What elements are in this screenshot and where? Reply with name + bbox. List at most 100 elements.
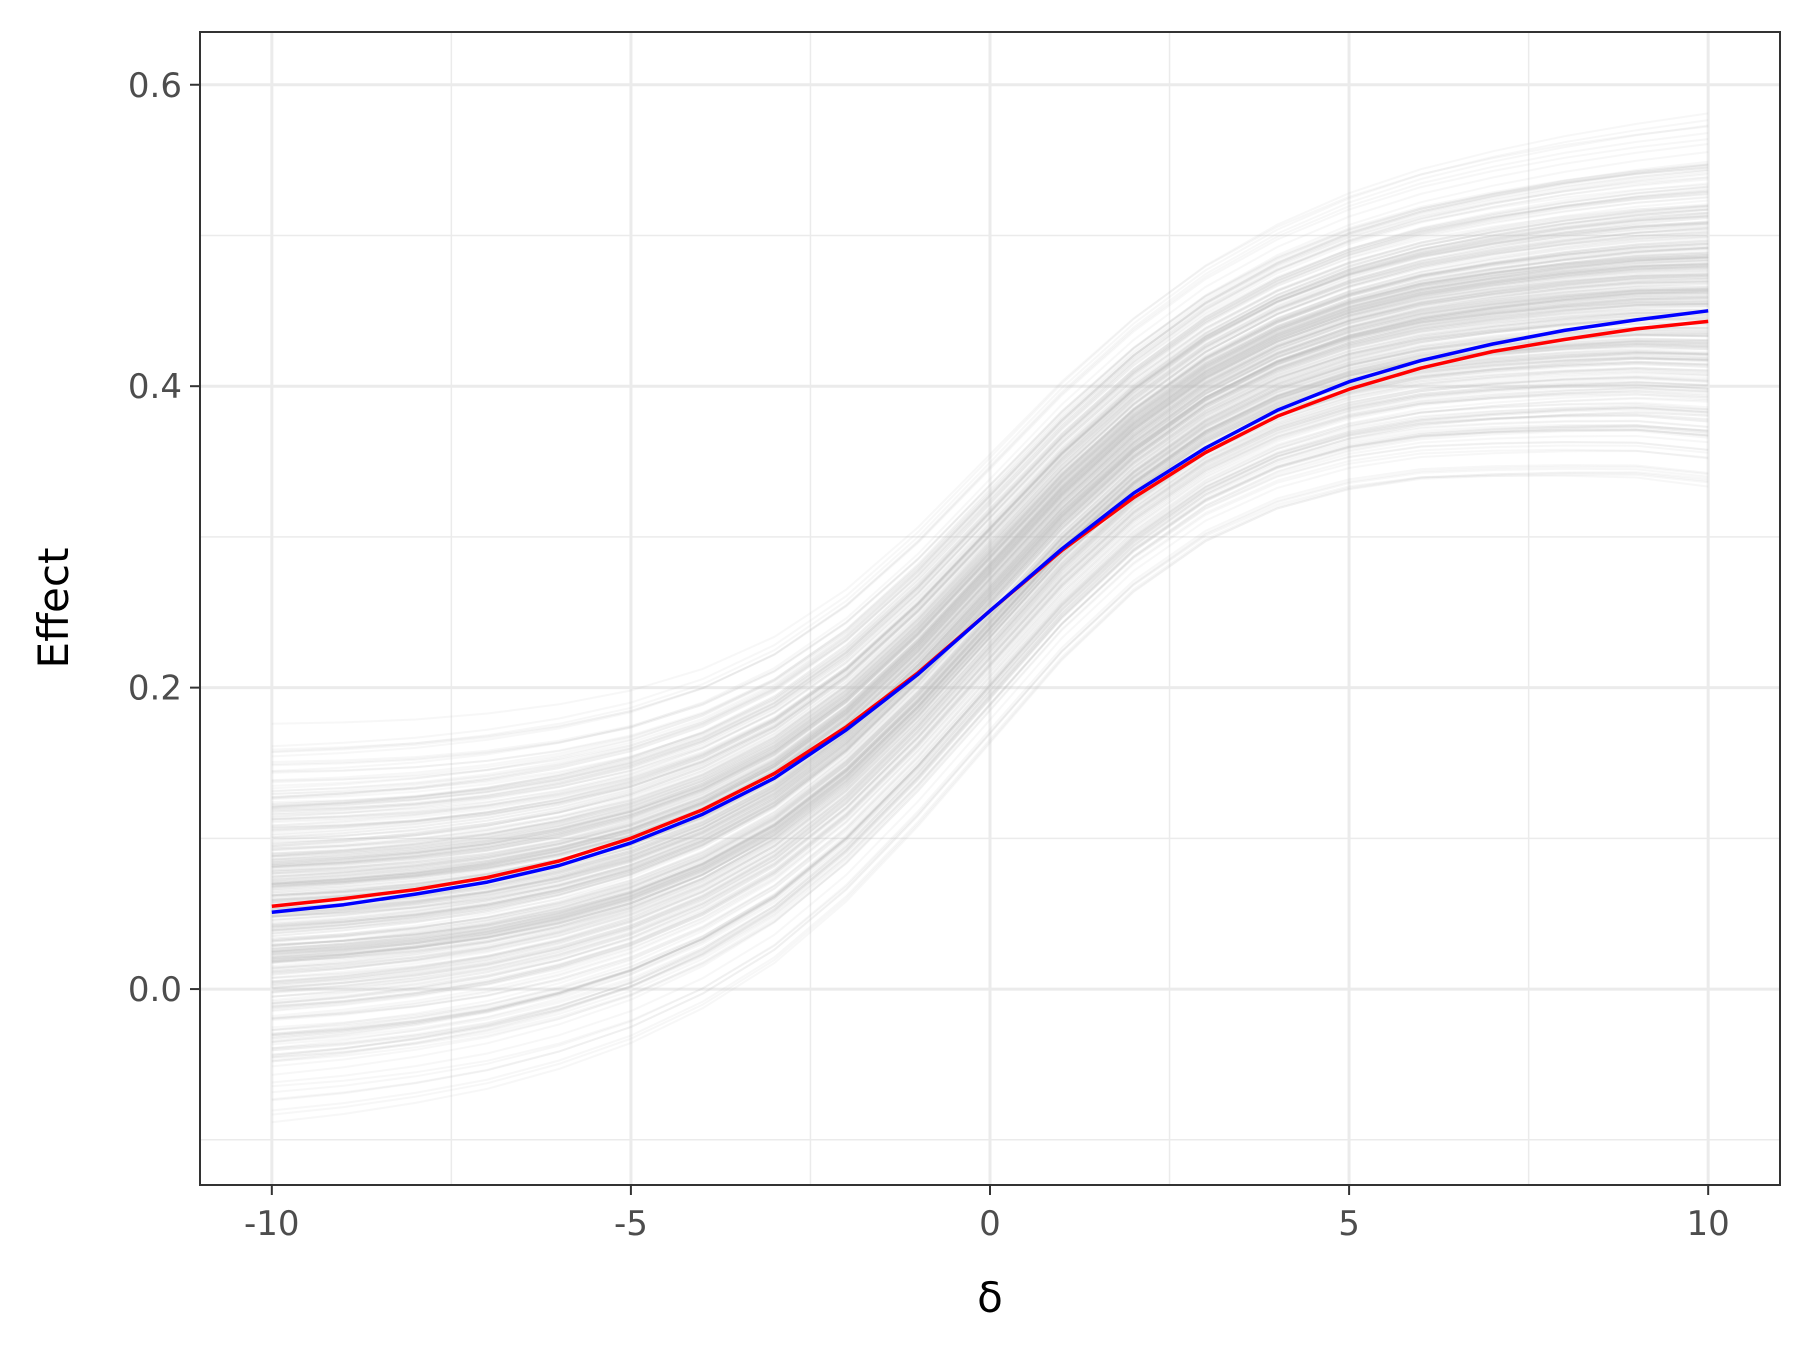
- simulation-line: [271, 265, 1709, 897]
- simulation-line: [271, 221, 1709, 811]
- simulation-line: [271, 190, 1709, 810]
- simulation-line: [271, 255, 1709, 900]
- simulation-line: [271, 246, 1709, 888]
- simulation-line: [271, 300, 1709, 913]
- x-tick-label: -5: [614, 1204, 648, 1244]
- simulation-line: [271, 254, 1709, 878]
- simulation-line: [271, 164, 1709, 793]
- simulation-line: [271, 381, 1709, 1012]
- simulation-line: [271, 305, 1709, 932]
- simulation-line: [271, 193, 1709, 782]
- simulation-line: [271, 277, 1709, 886]
- simulation-line: [271, 351, 1709, 955]
- simulation-line: [271, 327, 1709, 958]
- simulation-line: [271, 288, 1709, 926]
- simulation-line: [271, 368, 1709, 969]
- simulation-line: [271, 413, 1709, 1037]
- simulation-line: [271, 299, 1709, 914]
- simulation-line: [271, 347, 1709, 979]
- simulation-line: [271, 251, 1709, 843]
- simulation-line: [271, 429, 1709, 1037]
- simulation-line: [271, 239, 1709, 865]
- simulation-line: [271, 339, 1709, 976]
- simulation-line: [271, 295, 1709, 910]
- simulation-line: [271, 221, 1709, 820]
- y-tick-label: 0.4: [128, 367, 182, 407]
- simulation-line: [271, 272, 1709, 903]
- simulation-line: [271, 223, 1709, 864]
- simulation-line: [271, 357, 1709, 1005]
- simulation-line: [271, 282, 1709, 910]
- simulation-line: [271, 222, 1709, 822]
- simulation-line: [271, 361, 1709, 990]
- x-tick-label: 10: [1687, 1204, 1730, 1244]
- simulation-line: [271, 406, 1709, 1040]
- simulation-line: [271, 375, 1709, 1003]
- simulation-line: [271, 169, 1709, 809]
- simulation-line: [271, 300, 1709, 929]
- simulation-line: [271, 124, 1709, 758]
- simulation-line: [271, 428, 1709, 1043]
- simulation-line: [271, 259, 1709, 878]
- simulation-line: [271, 340, 1709, 958]
- simulation-line: [271, 372, 1709, 1005]
- simulation-line: [271, 264, 1709, 867]
- simulation-line: [271, 166, 1709, 765]
- simulation-line: [271, 357, 1709, 963]
- x-axis: -10 -5 0 5 10: [244, 1185, 1730, 1244]
- simulation-line: [271, 289, 1709, 925]
- simulation-line: [271, 464, 1709, 1094]
- simulation-line: [271, 326, 1709, 940]
- simulation-line: [271, 215, 1709, 827]
- simulation-line: [271, 151, 1709, 790]
- simulation-line: [271, 474, 1709, 1088]
- simulation-line: [271, 263, 1709, 875]
- simulation-line: [271, 339, 1709, 973]
- simulation-line: [271, 255, 1709, 859]
- simulation-line: [271, 362, 1709, 963]
- simulation-line: [271, 401, 1709, 1022]
- simulation-line: [271, 331, 1709, 954]
- simulation-line: [271, 340, 1709, 964]
- simulation-line: [271, 251, 1709, 881]
- simulation-line: [271, 199, 1709, 834]
- simulation-line: [271, 273, 1709, 902]
- simulation-line: [271, 376, 1709, 998]
- simulation-line: [271, 132, 1709, 754]
- simulation-line: [271, 212, 1709, 831]
- simulation-line: [271, 245, 1709, 839]
- simulation-line: [271, 302, 1709, 897]
- simulation-line: [271, 326, 1709, 964]
- simulation-line: [271, 204, 1709, 837]
- simulation-line: [271, 256, 1709, 850]
- simulation-line: [271, 411, 1709, 1062]
- simulation-line: [271, 247, 1709, 869]
- simulation-line: [271, 314, 1709, 926]
- simulation-line: [271, 257, 1709, 862]
- simulation-line: [271, 188, 1709, 827]
- simulation-line: [271, 405, 1709, 1058]
- simulation-line: [271, 388, 1709, 1036]
- simulation-line: [271, 444, 1709, 1063]
- simulation-line: [271, 291, 1709, 918]
- simulation-line: [271, 168, 1709, 787]
- simulation-line: [271, 318, 1709, 952]
- simulation-line: [271, 339, 1709, 949]
- simulation-line: [271, 233, 1709, 875]
- simulation-line: [271, 273, 1709, 880]
- simulation-line: [271, 246, 1709, 881]
- simulation-line: [271, 207, 1709, 846]
- simulation-line: [271, 168, 1709, 800]
- simulation-line: [271, 357, 1709, 1002]
- simulation-line: [271, 291, 1709, 886]
- simulation-line: [271, 356, 1709, 983]
- simulation-line: [271, 350, 1709, 960]
- simulation-line: [271, 263, 1709, 861]
- simulation-line: [271, 234, 1709, 829]
- simulation-line: [271, 397, 1709, 1044]
- simulation-line: [271, 215, 1709, 841]
- simulation-line: [271, 236, 1709, 864]
- simulation-line: [271, 244, 1709, 852]
- simulation-line: [271, 414, 1709, 1020]
